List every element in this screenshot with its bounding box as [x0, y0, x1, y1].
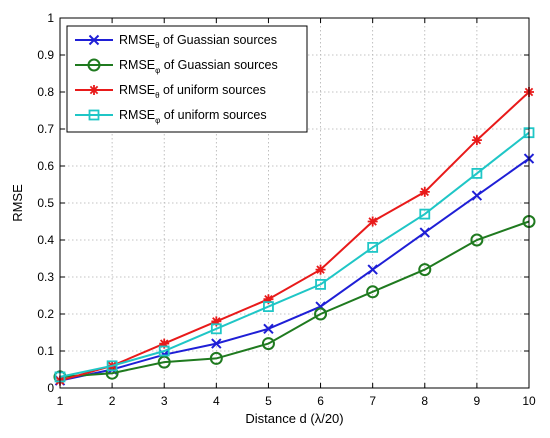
legend-item: RMSEθ of uniform sources — [75, 83, 266, 100]
data-point — [470, 233, 484, 247]
data-point — [209, 351, 223, 365]
data-point — [158, 345, 170, 357]
plot-frame — [59, 17, 530, 389]
x-tick-label: 1 — [57, 394, 64, 408]
data-point — [315, 278, 326, 290]
y-axis-label: RMSE — [10, 184, 25, 222]
data-point — [211, 316, 222, 327]
data-point — [471, 135, 482, 146]
legend-label: RMSEφ of uniform sources — [119, 108, 267, 125]
y-tick-label: 0.2 — [37, 307, 54, 321]
x-tick-label: 10 — [522, 394, 536, 408]
data-point — [211, 338, 222, 349]
data-point — [471, 190, 483, 201]
y-tick-label: 0.5 — [37, 196, 54, 210]
data-point — [157, 355, 171, 369]
x-tick-label: 8 — [421, 394, 428, 408]
data-point — [419, 227, 430, 238]
x-tick-label: 3 — [161, 394, 168, 408]
series-line — [59, 131, 530, 378]
data-point — [367, 264, 378, 275]
y-tick-label: 1 — [47, 11, 54, 25]
data-point — [106, 360, 118, 372]
ticks: 1 2 3 4 5 6 7 8 9 10 0 0.1 0.2 0.3 0.4 0.5 0.6 0.7 0.8 0.9 1 — [37, 11, 536, 408]
legend-swatch-marker — [88, 34, 100, 46]
x-tick-label: 9 — [474, 394, 481, 408]
legend-label: RMSEθ of Guassian sources — [119, 33, 277, 50]
series-lines — [53, 87, 536, 386]
legend-swatch-marker — [87, 58, 101, 72]
x-axis-label: Distance d (λ/20) — [245, 411, 343, 426]
legend: RMSEθ of Guassian sources RMSEφ of Guassi… — [66, 25, 308, 133]
y-tick-label: 0 — [47, 381, 54, 395]
y-tick-label: 0.7 — [37, 122, 54, 136]
data-point — [366, 285, 380, 299]
data-point — [263, 323, 274, 335]
x-tick-label: 2 — [109, 394, 116, 408]
x-tick-label: 5 — [265, 394, 272, 408]
x-tick-label: 7 — [369, 394, 376, 408]
data-point — [263, 294, 274, 305]
y-tick-label: 0.9 — [37, 48, 54, 62]
x-tick-label: 6 — [317, 394, 324, 408]
data-point — [367, 241, 379, 253]
series-line — [59, 91, 530, 382]
legend-swatch-marker — [89, 85, 99, 95]
data-point — [159, 338, 170, 349]
y-tick-label: 0.8 — [37, 85, 54, 99]
data-point — [315, 264, 326, 275]
y-tick-label: 0.3 — [37, 270, 54, 284]
legend-label: RMSEφ of Guassian sources — [119, 58, 278, 75]
series-line — [59, 220, 530, 378]
data-point — [419, 186, 430, 197]
legend-item: RMSEφ of Guassian sources — [75, 58, 278, 75]
legend-box — [66, 25, 308, 133]
series-line — [59, 157, 530, 382]
data-point — [471, 167, 483, 179]
y-tick-label: 0.1 — [37, 344, 54, 358]
y-tick-label: 0.6 — [37, 159, 54, 173]
data-point — [419, 208, 431, 220]
data-point — [263, 301, 274, 313]
legend-swatch-marker — [88, 109, 100, 121]
data-point — [367, 216, 378, 227]
data-point — [261, 337, 275, 351]
data-point — [418, 263, 432, 277]
legend-item: RMSEθ of Guassian sources — [75, 33, 277, 50]
y-tick-label: 0.4 — [37, 233, 54, 247]
x-tick-label: 4 — [213, 394, 220, 408]
legend-label: RMSEθ of uniform sources — [119, 83, 266, 100]
legend-item: RMSEφ of uniform sources — [75, 108, 267, 125]
data-point — [210, 323, 222, 335]
data-point — [314, 307, 328, 321]
